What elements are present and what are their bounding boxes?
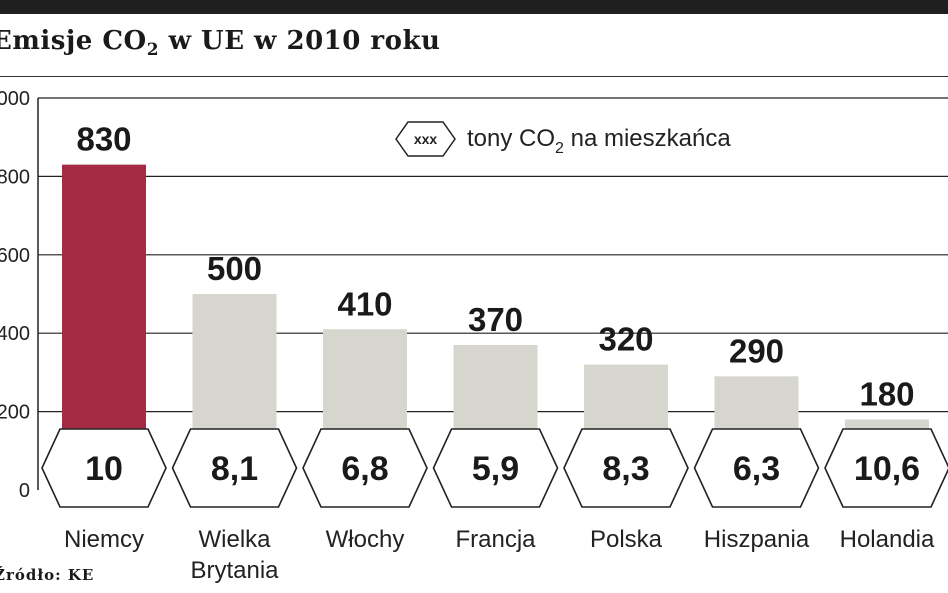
data-label: 830: [76, 121, 131, 158]
y-tick-label: 600: [0, 245, 30, 267]
y-tick-label: 400: [0, 323, 30, 345]
legend: xxx tony CO2 na mieszkańca: [395, 121, 731, 157]
category-label: Włochy: [326, 526, 405, 553]
per-capita-label: 10: [85, 450, 123, 488]
legend-symbol-text: xxx: [414, 131, 438, 147]
data-label: 180: [859, 375, 914, 412]
value-labels: 830 500 410 370 320 290 180: [76, 121, 914, 413]
category-label: Francja: [455, 526, 536, 553]
y-tick-label: 200: [0, 402, 30, 424]
category-label: Brytania: [190, 557, 279, 584]
legend-text-prefix: tony CO: [467, 125, 555, 152]
data-label: 290: [729, 332, 784, 369]
per-capita-label: 8,1: [211, 450, 258, 488]
per-capita-label: 10,6: [854, 450, 920, 488]
category-label: Hiszpania: [704, 526, 810, 553]
data-label: 410: [337, 285, 392, 322]
bar: [62, 164, 146, 468]
top-bar: [0, 0, 948, 14]
legend-text-subscript: 2: [555, 140, 564, 157]
category-label: Holandia: [840, 526, 935, 553]
per-capita-hexagon: [563, 428, 689, 508]
per-capita-label: 5,9: [472, 450, 519, 488]
legend-text: tony CO2 na mieszkańca: [467, 125, 731, 157]
per-capita-hexagon: [693, 428, 820, 508]
y-axis: 0 200 400 600 800 1000: [0, 88, 39, 502]
title-text: Emisje CO: [0, 26, 147, 56]
y-tick-label: 1000: [0, 88, 30, 110]
data-label: 370: [468, 301, 523, 338]
data-label: 320: [598, 321, 653, 358]
y-tick-label: 0: [19, 480, 30, 502]
per-capita-badges: 10 8,1 6,8 5,9 8,3 6,3 10,6: [41, 428, 948, 508]
title-subscript: 2: [146, 40, 160, 61]
data-label: 500: [207, 250, 262, 287]
per-capita-label: 6,3: [733, 450, 780, 488]
per-capita-hexagon: [41, 428, 167, 508]
per-capita-hexagon: [824, 428, 948, 508]
category-labels: Niemcy Wielka Brytania Włochy Francja Polska H…: [64, 526, 935, 584]
per-capita-hexagon: [171, 428, 298, 508]
per-capita-label: 8,3: [602, 450, 649, 488]
category-label: Wielka: [198, 526, 271, 553]
chart-title: Emisje CO2 w UE w 2010 roku: [0, 26, 440, 60]
source-note: Źródło: KE: [0, 566, 95, 584]
category-label: Polska: [590, 526, 663, 553]
title-text-suffix: w UE w 2010 roku: [159, 26, 441, 56]
per-capita-label: 6,8: [341, 450, 388, 488]
category-label: Niemcy: [64, 526, 144, 553]
legend-text-suffix: na mieszkańca: [564, 125, 731, 152]
per-capita-hexagon: [432, 428, 559, 508]
per-capita-hexagon: [302, 428, 428, 508]
title-rule: [0, 76, 948, 77]
y-tick-label: 800: [0, 166, 30, 188]
legend-hexagon-icon: [395, 121, 456, 157]
